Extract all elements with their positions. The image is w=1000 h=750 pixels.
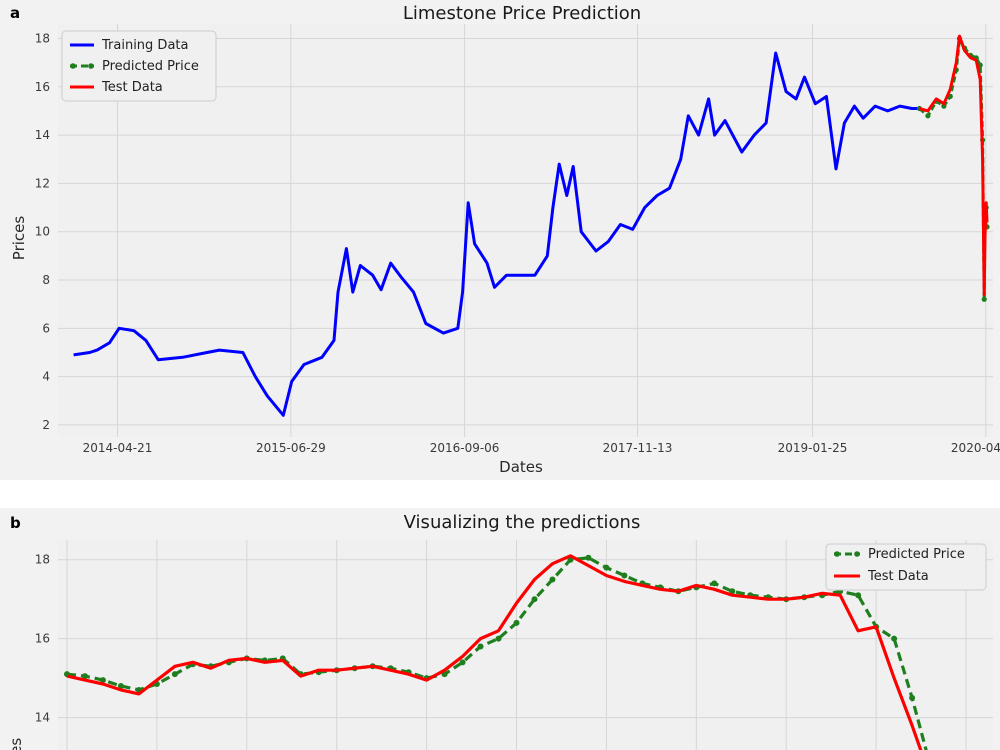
panel-a-series-test-data-line [919, 34, 989, 296]
panel-a-x-tick-label: 2015-06-29 [256, 441, 326, 455]
panel-a-y-tick-label: 2 [42, 418, 50, 432]
panel-a-x-tick-label: 2017-11-13 [603, 441, 673, 455]
panel-b-grid [58, 540, 993, 750]
panel-a-x-tick-label: 2020-04-03 [951, 441, 1000, 455]
panel-b-predicted-price-point [459, 659, 466, 666]
panel-a-x-axis-label: Dates [499, 458, 543, 476]
panel-a-price-prediction-chart: 2 4 6 8 10 12 14 16 18 2014-04-21 2015-06-29 2016-… [0, 0, 1000, 480]
panel-b-letter: b [10, 514, 21, 532]
panel-b-legend-predicted-price-marker [834, 551, 840, 557]
panel-b-y-axis-label: Prices [7, 738, 25, 750]
panel-a-legend: Training Data Predicted Price Test Data [61, 30, 217, 102]
panel-b-predicted-price-point [855, 592, 862, 599]
panel-a-x-tick-label: 2019-01-25 [778, 441, 848, 455]
panel-a-series-training-data-line [73, 51, 920, 417]
panel-a-grid [58, 24, 993, 437]
panel-b-predicted-price-point [729, 588, 736, 595]
panel-b-y-tick-label: 18 [35, 553, 50, 567]
panel-a-legend-box [61, 30, 217, 102]
panel-a-letter: a [10, 4, 20, 22]
legend-predicted-price-marker [88, 63, 94, 69]
panel-b-predicted-price-point [621, 572, 628, 579]
panel-b-predicted-price-point [549, 576, 556, 583]
panel-b-predicted-price-point [477, 643, 484, 650]
panel-b-predicted-price-point [495, 635, 502, 642]
legend-test-data-label: Test Data [101, 80, 163, 95]
panel-a-y-tick-label: 14 [35, 128, 50, 142]
panel-b-predicted-price-point [81, 673, 88, 680]
panel-a-x-tick-label: 2014-04-21 [83, 441, 153, 455]
panel-a-y-axis-label: Prices [10, 216, 28, 261]
panel-b-predicted-price-point [117, 683, 124, 689]
panel-b-legend-predicted-price-marker [854, 551, 860, 557]
panel-b-predicted-price-point [909, 694, 916, 701]
panel-a-x-ticks: 2014-04-21 2015-06-29 2016-09-06 2017-11-13… [83, 441, 1000, 455]
panel-b-legend-test-data-label: Test Data [867, 569, 929, 584]
panel-a-series [73, 34, 990, 417]
panel-b-legend-predicted-price-label: Predicted Price [868, 547, 965, 562]
panel-b-series-test-data-line [66, 554, 923, 750]
panel-b-predicted-price-point [711, 580, 718, 587]
panel-b-y-tick-label: 14 [35, 711, 50, 725]
legend-predicted-price-marker [70, 63, 76, 69]
panel-a-y-tick-label: 10 [35, 225, 50, 239]
panel-b-predicted-price-point [99, 677, 106, 684]
panel-a-y-tick-label: 12 [35, 176, 50, 190]
panel-b-y-tick-label: 16 [35, 632, 50, 646]
panel-a-y-tick-label: 18 [35, 31, 50, 45]
panel-b-predicted-price-point [531, 596, 538, 603]
panel-b-legend: Predicted Price Test Data [825, 543, 987, 591]
panel-a-y-tick-label: 16 [35, 80, 50, 94]
panel-b-predicted-price-point [585, 554, 592, 561]
legend-predicted-price-label: Predicted Price [102, 59, 199, 74]
panel-b-legend-box [825, 543, 987, 591]
panel-a-y-tick-label: 4 [42, 370, 50, 384]
panel-a-predicted-price-point [941, 103, 947, 109]
panel-b-predicted-price-point [891, 635, 898, 642]
panel-a-x-tick-label: 2016-09-06 [430, 441, 500, 455]
panel-a-y-tick-label: 6 [42, 321, 50, 335]
panel-b-title: Visualizing the predictions [404, 512, 641, 533]
panel-b-y-ticks: 14 16 18 [35, 553, 50, 725]
panel-a-y-ticks: 2 4 6 8 10 12 14 16 18 [35, 31, 50, 431]
panel-a-predicted-price-point [925, 113, 931, 119]
panel-b-visualizing-predictions-chart: 14 16 18 b Visualizing the predictions Pri… [0, 508, 1000, 750]
panel-a-predicted-price-point [981, 296, 987, 302]
legend-training-data-label: Training Data [101, 38, 188, 53]
panel-b-predicted-price-point [513, 619, 520, 626]
panel-a-y-tick-label: 8 [42, 273, 50, 287]
panel-b-predicted-price-point [603, 564, 610, 571]
panel-b-series [63, 554, 928, 750]
panel-a-title: Limestone Price Prediction [403, 3, 641, 24]
panel-b-predicted-price-point [171, 671, 178, 678]
